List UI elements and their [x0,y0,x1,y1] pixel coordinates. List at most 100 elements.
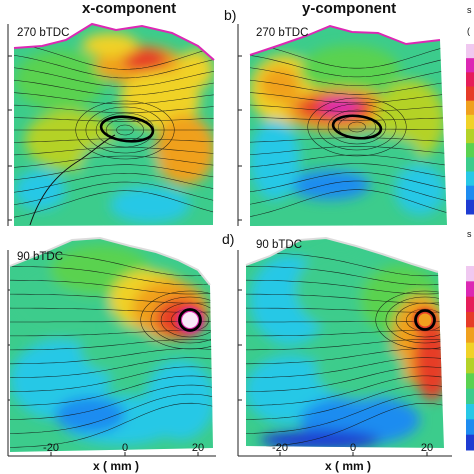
streamline [10,330,213,337]
streamline-loop [317,103,397,151]
domain-outline-b [249,24,441,56]
streamline [10,366,213,392]
streamline [10,393,213,434]
streamline [14,92,214,105]
time-label-a: 270 bTDC [17,27,69,39]
streamline-loop [75,100,175,160]
colorbar-swatch [466,199,474,215]
streamline [246,366,444,392]
streamline [10,279,213,295]
x-tick-d-2: 20 [421,442,433,454]
domain-outline-a [13,22,215,61]
colorbar-swatch [466,44,474,59]
side-fragment-1: s [467,5,472,15]
time-label-d: 90 bTDC [256,239,302,251]
panel-letter-d: d) [222,231,234,247]
streamline [246,375,444,406]
colorbar-swatch [466,86,474,102]
streamline-loop [116,124,134,136]
streamline [10,402,213,448]
x-tick-d-1: 0 [350,442,356,454]
streamline-loop [395,302,444,338]
streamline [250,146,447,156]
x-axis-label-c: x ( mm ) [93,459,139,473]
colorbar-swatch [466,373,474,390]
streamline-loop [385,296,444,344]
panel-d: 90 bTDC -20 0 20 x ( mm ) [237,236,452,473]
streamline [250,180,447,206]
streamline [10,339,213,351]
streamline [10,357,213,379]
domain-outline-c [9,236,211,286]
colorbar-swatch [466,404,474,420]
streamline [14,190,214,219]
colorbar-swatch [466,72,474,87]
colorbar-swatch [466,342,474,359]
streamline-loop [375,290,444,350]
streamline [246,357,444,379]
colorbar-swatch [466,185,474,201]
colorbar-swatch [466,143,474,158]
colorbar-swatch [466,419,474,436]
streamline [10,293,213,304]
vortex-core-c [178,308,202,332]
colorbar-swatch [466,266,474,282]
streamline [14,54,214,79]
colorbar-swatch [466,358,474,374]
colorbar-swatch [466,312,474,328]
colorbar-swatch [466,100,474,116]
x-tick-c-2: 20 [192,442,204,454]
streamline-loop [150,296,213,344]
streamline-loop [307,97,407,157]
streamline [14,117,214,122]
x-tick-d-0: -20 [272,442,288,454]
colorbar-bottom [466,266,474,451]
streamline-loop [348,121,366,133]
streamline [246,293,444,304]
streamline [10,384,213,420]
streamline [250,189,447,218]
streamline [14,147,214,156]
colorbar-swatch [466,157,474,172]
streamline-loop [160,302,213,338]
streamline [14,79,214,96]
x-axis-label-d: x ( mm ) [325,459,371,473]
colorbar-swatch [466,296,474,313]
streamline [250,66,447,86]
domain-outline-d [245,236,439,273]
panel-b: 270 bTDC [237,24,447,226]
vortex-core-d [414,309,436,331]
panel-c: 90 bTDC -20 0 20 x ( mm ) [7,236,216,473]
streamlines-a [14,41,214,219]
streamline [10,375,213,406]
streamline [14,173,214,194]
streamline [250,154,447,168]
title-y-component: y-component [302,0,396,17]
time-label-c: 90 bTDC [17,251,63,263]
x-tick-c-1: 0 [122,442,128,454]
x-tick-c-0: -20 [43,442,59,454]
time-label-b: 270 bTDC [256,27,308,39]
streamline [246,339,444,351]
colorbar-swatch [466,171,474,187]
streamline [14,41,214,70]
streamline [250,104,447,112]
streamline [14,155,214,168]
colorbar-swatch [466,58,474,73]
streamline-loop [140,290,213,350]
streamline [250,41,447,69]
colorbar-swatch [466,388,474,405]
panel-a: 270 bTDC [7,22,215,226]
streamline [14,104,214,113]
streamline [246,330,444,337]
streamlines-b [250,41,447,218]
streamline-loop [327,109,387,145]
panel-letter-b: b) [224,7,236,23]
vortex-loop-b [331,114,383,140]
colorbar-swatch [466,129,474,144]
streamline [246,384,444,420]
streamline [250,172,447,193]
vortex-loop-a [99,115,155,143]
streamline [246,393,444,434]
